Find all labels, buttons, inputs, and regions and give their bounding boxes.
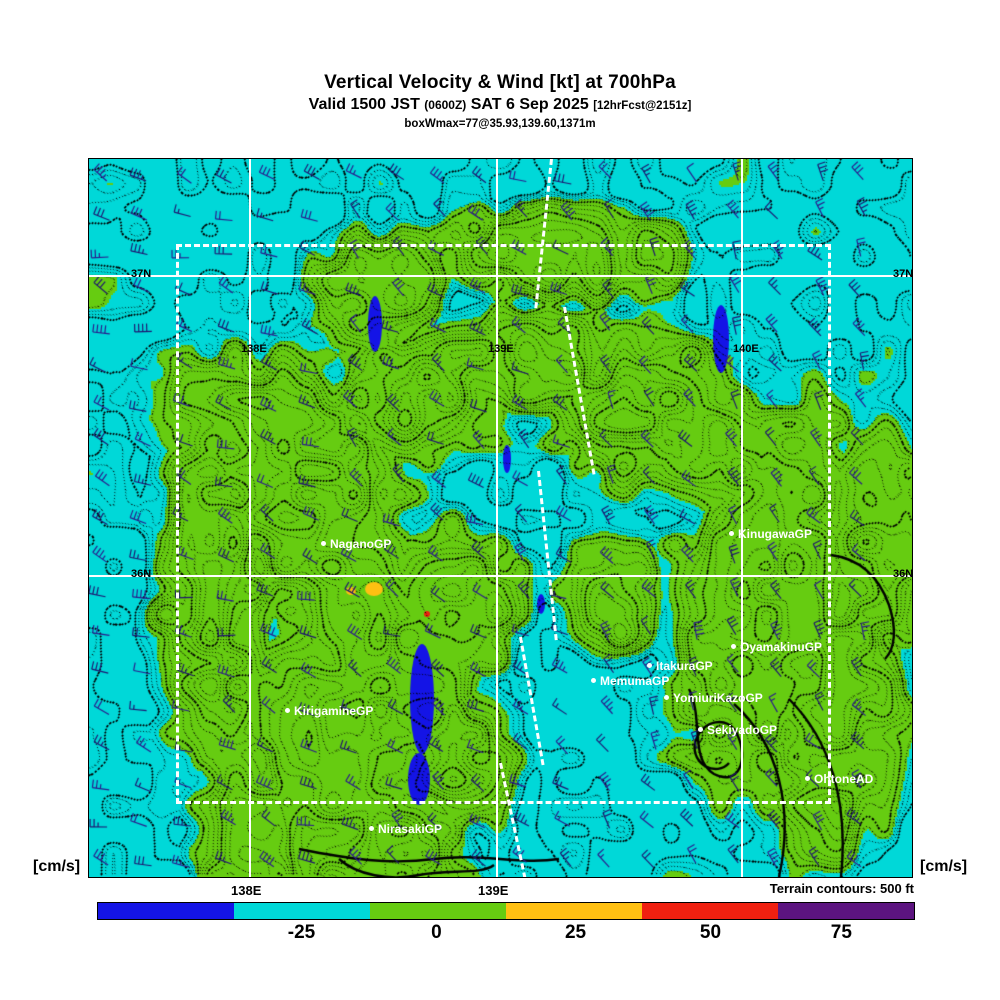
forecast-tag: [12hrFcst@2151z] bbox=[593, 100, 692, 112]
station-dot-icon bbox=[729, 531, 734, 537]
units-label-left: [cm/s] bbox=[33, 858, 81, 875]
colorbar-tick-0: 0 bbox=[431, 922, 442, 943]
station-label: KinugawaGP bbox=[738, 526, 813, 541]
colorbar-segment-0 bbox=[98, 903, 234, 919]
station-itakura[interactable]: ItakuraGP bbox=[647, 659, 713, 672]
station-dot-icon bbox=[731, 644, 736, 650]
valid-time-utc: (0600Z) bbox=[424, 98, 467, 112]
station-dot-icon bbox=[664, 695, 669, 701]
map-lon-label-139e: 139E bbox=[488, 343, 514, 355]
graticule-lat-37n bbox=[89, 275, 912, 277]
station-label: YomiuriKazoGP bbox=[673, 690, 763, 705]
station-label: NirasakiGP bbox=[378, 821, 443, 836]
map-lon-label-138e: 138E bbox=[241, 343, 267, 355]
station-memuma[interactable]: MemumaGP bbox=[591, 674, 669, 687]
station-label: OhtoneAD bbox=[814, 771, 874, 786]
colorbar-segment-5 bbox=[777, 903, 914, 919]
valid-time-line: Valid 1500 JST (0600Z) SAT 6 Sep 2025 [1… bbox=[0, 95, 1000, 116]
station-label: NaganoGP bbox=[330, 536, 392, 551]
graticule-lon-138e bbox=[249, 159, 251, 877]
station-nirasaki[interactable]: NirasakiGP bbox=[369, 822, 442, 835]
axis-lon-bottom-138e: 138E bbox=[231, 883, 262, 898]
colorbar-segment-2 bbox=[369, 903, 506, 919]
colorbar[interactable] bbox=[97, 902, 915, 920]
station-dot-icon bbox=[321, 541, 326, 547]
station-label: MemumaGP bbox=[600, 673, 670, 688]
station-kirigamine[interactable]: KirigamineGP bbox=[285, 704, 373, 717]
station-label: KirigamineGP bbox=[294, 703, 374, 718]
station-dot-icon bbox=[285, 708, 290, 714]
boxwmax-annotation: boxWmax=77@35.93,139.60,1371m bbox=[404, 118, 596, 130]
station-sekiyado[interactable]: SekiyadoGP bbox=[698, 723, 777, 736]
colorbar-tick-50: 50 bbox=[699, 922, 722, 943]
colorbar-tick-25: 25 bbox=[564, 922, 587, 943]
station-dot-icon bbox=[591, 678, 596, 684]
valid-date: SAT 6 Sep 2025 bbox=[466, 96, 594, 113]
axis-lat-left-37n: 37N bbox=[131, 268, 152, 280]
graticule-lat-36n bbox=[89, 575, 912, 577]
weather-map[interactable]: 138E 139E 140E NaganoGP KirigamineGP Nir… bbox=[88, 158, 913, 878]
station-dot-icon bbox=[369, 826, 374, 832]
map-lon-label-140e: 140E bbox=[733, 343, 759, 355]
axis-lat-right-36n: 36N bbox=[893, 568, 914, 580]
colorbar-ticks: -25 0 25 50 75 bbox=[97, 922, 915, 948]
station-label: OyamakinuGP bbox=[740, 639, 823, 654]
station-ohtone[interactable]: OhtoneAD bbox=[805, 772, 873, 785]
colorbar-tick-75: 75 bbox=[830, 922, 852, 943]
page-title: Vertical Velocity & Wind [kt] at 700hPa bbox=[324, 72, 676, 93]
vertical-velocity-field bbox=[89, 159, 912, 877]
station-oyamakinu[interactable]: OyamakinuGP bbox=[731, 640, 822, 653]
colorbar-tick--25: -25 bbox=[287, 922, 316, 943]
verification-box bbox=[176, 244, 831, 804]
colorbar-segment-1 bbox=[233, 903, 370, 919]
valid-time-prefix: Valid 1500 JST bbox=[308, 96, 425, 113]
colorbar-segment-3 bbox=[505, 903, 642, 919]
axis-lat-left-36n: 36N bbox=[131, 568, 152, 580]
axis-lat-right-37n: 37N bbox=[893, 268, 914, 280]
station-label: SekiyadoGP bbox=[707, 722, 778, 737]
station-dot-icon bbox=[805, 776, 810, 782]
title-block: Vertical Velocity & Wind [kt] at 700hPa … bbox=[0, 72, 1000, 132]
station-yomiurikazo[interactable]: YomiuriKazoGP bbox=[664, 691, 763, 704]
graticule-lon-139e bbox=[496, 159, 498, 877]
units-label-right: [cm/s] bbox=[920, 858, 968, 875]
colorbar-segment-4 bbox=[641, 903, 778, 919]
station-nagano[interactable]: NaganoGP bbox=[321, 537, 391, 550]
station-label: ItakuraGP bbox=[656, 658, 713, 673]
terrain-contour-note: Terrain contours: 500 ft bbox=[769, 881, 914, 896]
graticule-lon-140e bbox=[741, 159, 743, 877]
station-dot-icon bbox=[698, 727, 703, 733]
axis-lon-bottom-139e: 139E bbox=[478, 883, 509, 898]
station-dot-icon bbox=[647, 663, 652, 669]
station-kinugawa[interactable]: KinugawaGP bbox=[729, 527, 812, 540]
